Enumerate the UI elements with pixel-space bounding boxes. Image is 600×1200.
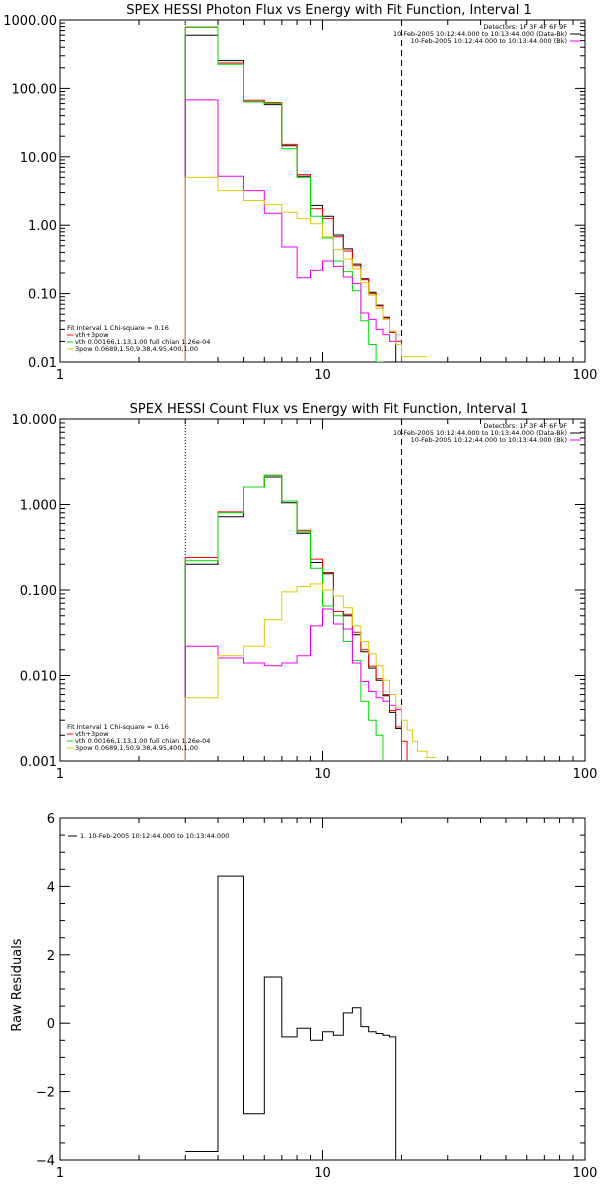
- photon-chart-title: SPEX HESSI Photon Flux vs Energy with Fi…: [126, 3, 532, 18]
- photon-y-tick-label: 0.01: [28, 356, 57, 371]
- photon-x-tick-label: 1: [56, 368, 64, 383]
- count-series-3: [184, 608, 402, 761]
- count-y-tick-label: 1.000: [20, 499, 57, 514]
- residuals-x-tick-label: 100: [573, 1166, 598, 1181]
- count-x-tick-label: 100: [573, 767, 598, 782]
- residuals-x-tick-label: 1: [56, 1166, 64, 1181]
- count-legend-text: Fit Interval 1 Chi-square = 0.16: [67, 723, 169, 731]
- photon-flux-chart: 1 10 100 0.01 0.10 1.00 10.00 100.00 1000.00 Dete…: [3, 14, 597, 383]
- photon-x-tick-label: 100: [573, 368, 598, 383]
- residuals-y-axis-label: Raw Residuals: [10, 938, 25, 1031]
- residuals-legend-text: 1. 10-Feb-2005 10:12:44.000 to 10:13:44.…: [80, 832, 229, 840]
- residuals-y-tick-label: −4: [36, 1154, 55, 1169]
- photon-legend-text: 3pow 0.0689,1.50,9.38,4.95,400,1.00: [75, 345, 198, 353]
- photon-y-tick-label: 1000.00: [3, 14, 57, 29]
- count-legend-text: Detectors: 1F 3F 4F 6F 9F: [483, 422, 567, 430]
- photon-legend-text: Fit Interval 1 Chi-square = 0.16: [67, 324, 169, 332]
- count-y-tick-label: 0.100: [20, 584, 57, 599]
- photon-y-tick-label: 0.10: [28, 288, 57, 303]
- photon-y-tick-label: 10.00: [20, 151, 57, 166]
- count-legend-text: 3pow 0.0689,1.50,9.38,4.95,400,1.00: [75, 744, 198, 752]
- residuals-chart: 1 10 100 −4 −2 0 2 4 6 1. 10-Feb-2005 10:12:44.00…: [36, 812, 598, 1181]
- photon-legend-text: Detectors: 1F 3F 4F 6F 9F: [483, 23, 567, 31]
- photon-legend-text: vth 0.00166,1.13,1.00 full chian 1.26e-0…: [75, 338, 210, 346]
- residuals-y-tick-label: 4: [47, 880, 55, 895]
- count-legend-text: vth 0.00166,1.13,1.00 full chian 1.26e-0…: [75, 737, 210, 745]
- photon-y-tick-label: 1.00: [28, 219, 57, 234]
- count-x-tick-label: 10: [314, 767, 331, 782]
- count-chart-title: SPEX HESSI Count Flux vs Energy with Fit…: [130, 402, 529, 417]
- count-y-tick-label: 0.001: [20, 755, 57, 770]
- count-flux-chart: 1 10 100 0.001 0.010 0.100 1.000 10.000 Detector…: [12, 413, 598, 782]
- residuals-x-tick-label: 10: [314, 1166, 331, 1181]
- residuals-y-tick-label: 0: [47, 1017, 55, 1032]
- count-y-tick-label: 0.010: [20, 670, 57, 685]
- count-series-4: [184, 583, 436, 761]
- residuals-y-tick-label: −2: [36, 1086, 55, 1101]
- count-y-tick-label: 10.000: [12, 413, 58, 428]
- photon-y-tick-label: 100.00: [12, 82, 58, 97]
- photon-legend-text: 10-Feb-2005 10:12:44.000 to 10:13:44.000…: [393, 30, 567, 38]
- photon-x-tick-label: 10: [314, 368, 331, 383]
- residuals-series-0: [185, 875, 402, 1160]
- photon-series-1: [184, 26, 402, 362]
- photon-legend-text: 10-Feb-2005 10:12:44.000 to 10:13:44.000…: [411, 37, 567, 45]
- count-legend-text: 10-Feb-2005 10:12:44.000 to 10:13:44.000…: [411, 436, 567, 444]
- residuals-y-tick-label: 6: [47, 812, 55, 827]
- photon-series-3: [184, 99, 402, 362]
- photon-legend-text: vth+3pow: [75, 331, 109, 339]
- count-legend-text: 10-Feb-2005 10:12:44.000 to 10:13:44.000…: [393, 429, 567, 437]
- residuals-y-tick-label: 2: [47, 949, 55, 964]
- photon-series-4: [184, 176, 427, 362]
- count-x-tick-label: 1: [56, 767, 64, 782]
- count-legend-text: vth+3pow: [75, 730, 109, 738]
